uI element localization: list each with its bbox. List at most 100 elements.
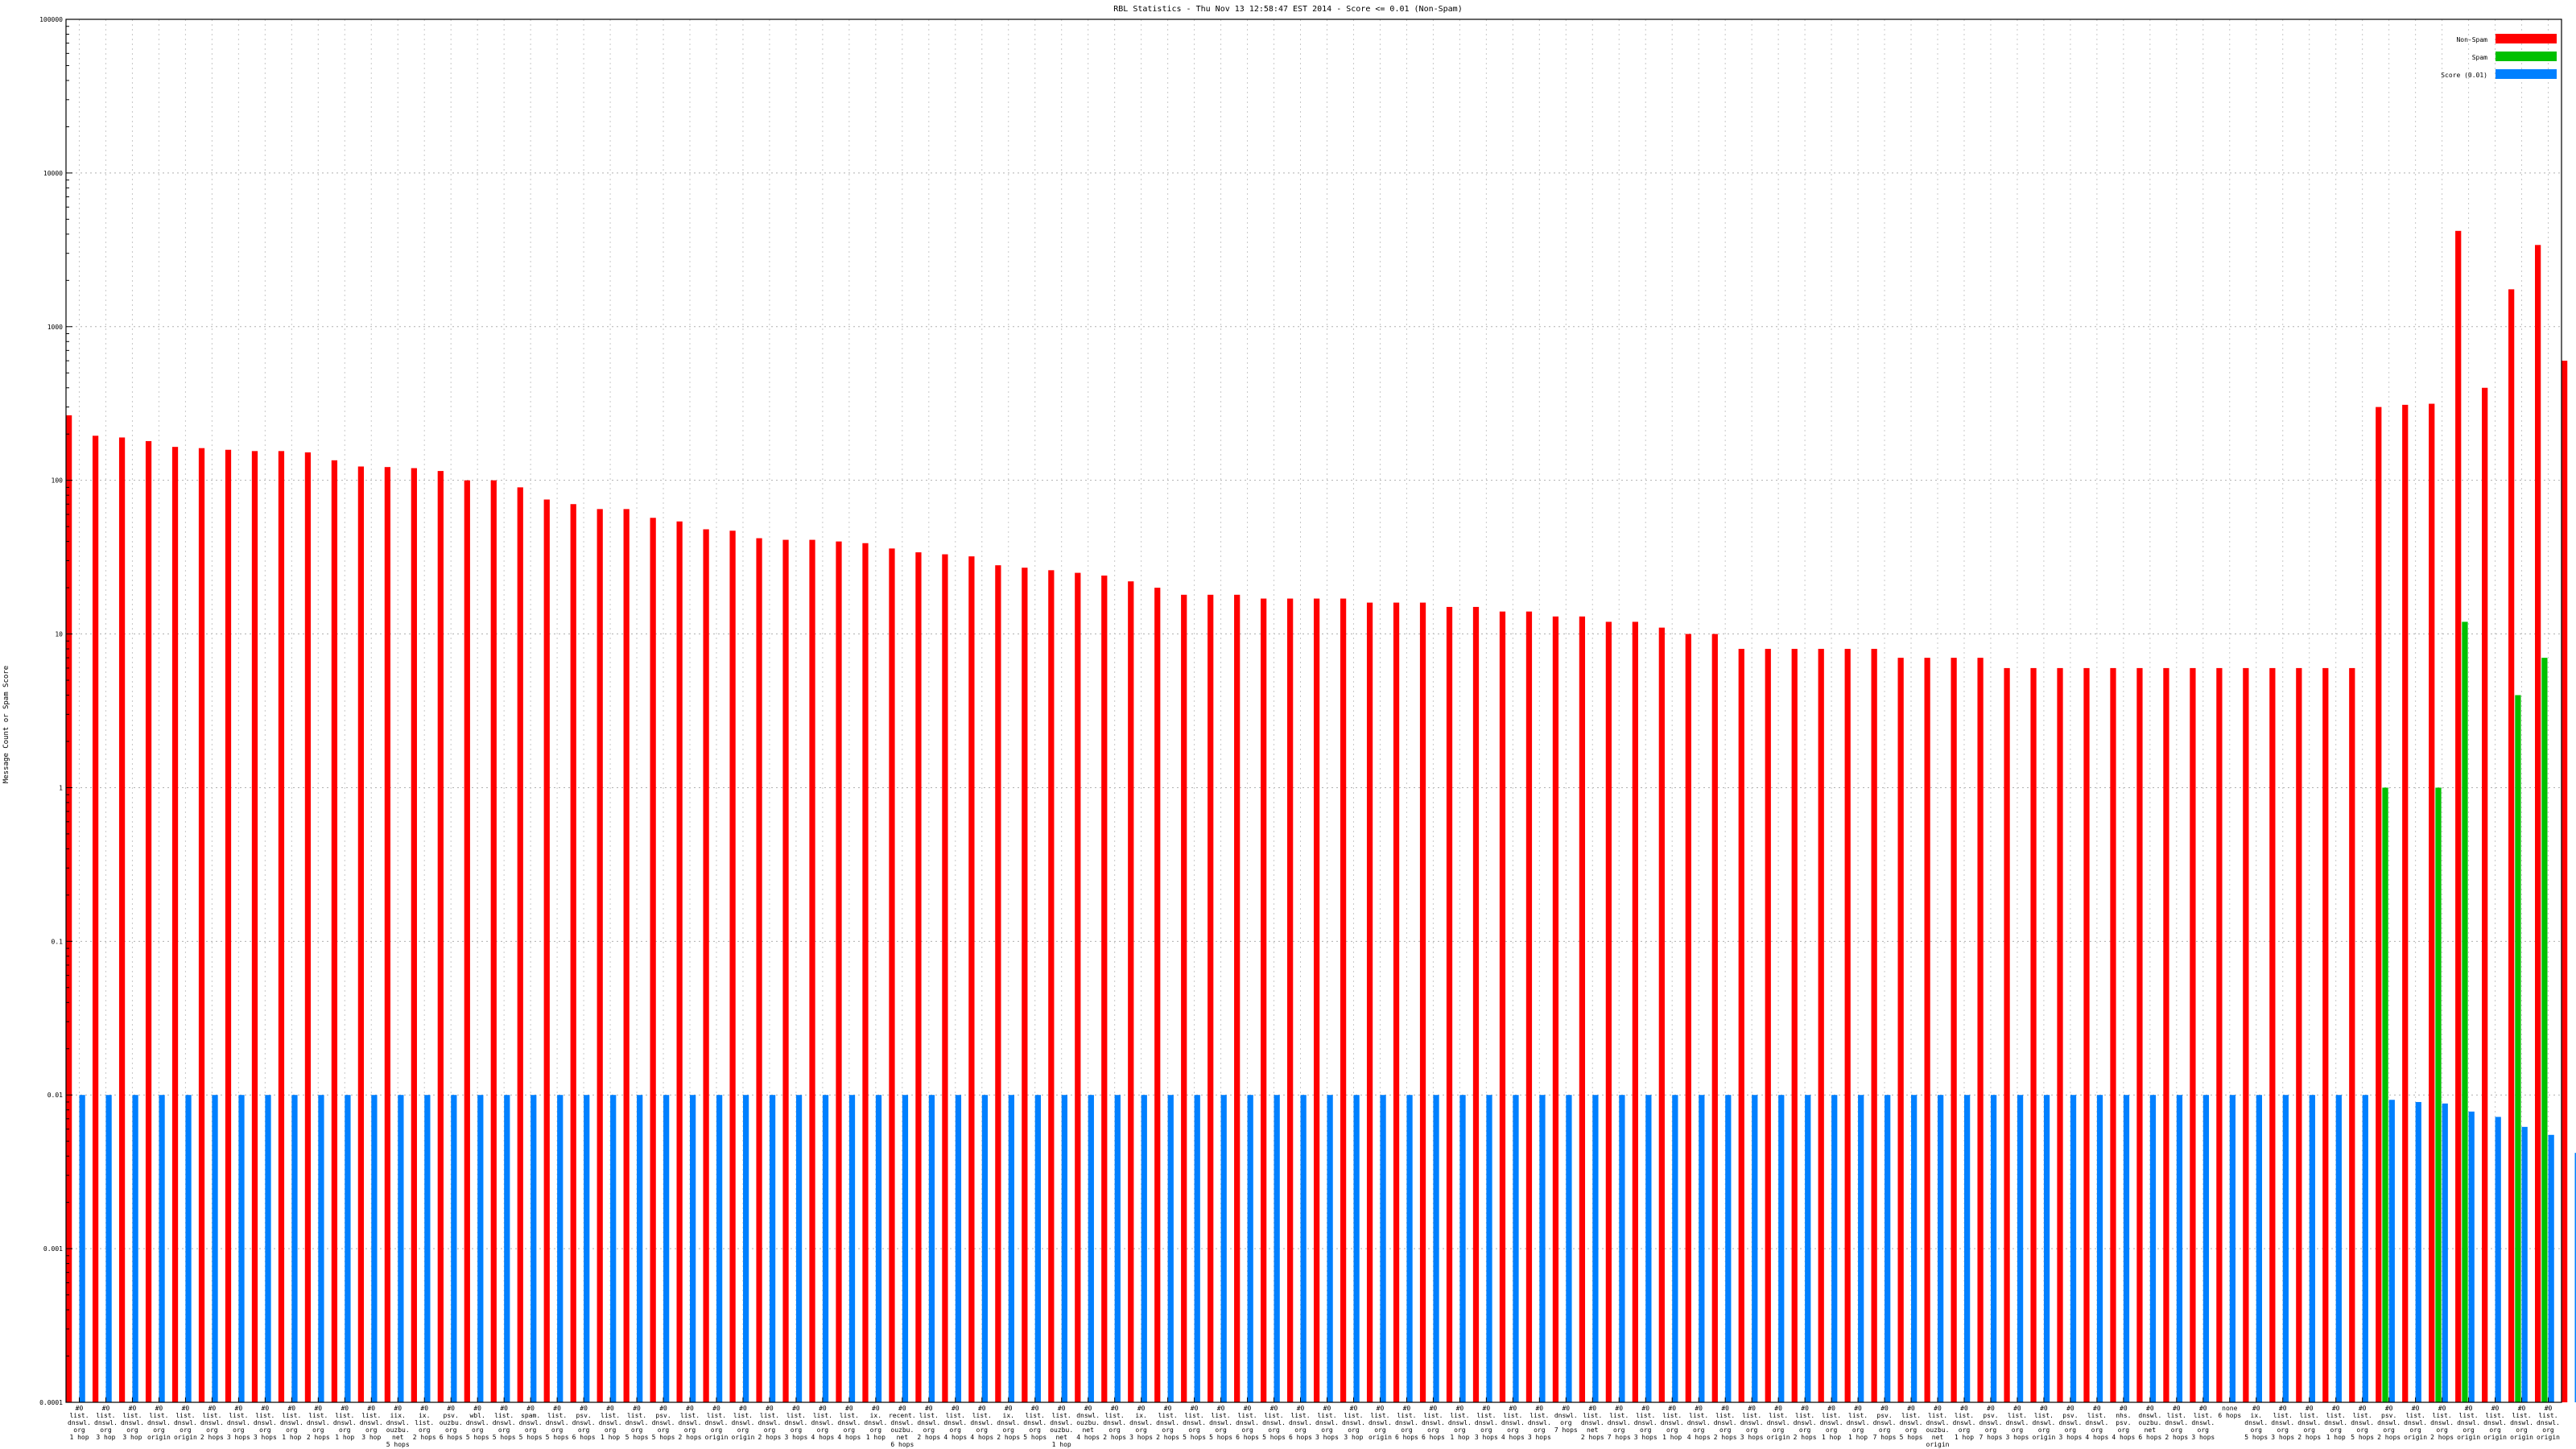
bar-non-spam xyxy=(1393,602,1400,1402)
bar-non-spam xyxy=(915,552,922,1403)
bar-non-spam xyxy=(1844,649,1851,1402)
x-tick-label: #0 list. dnswl. org 1 hop xyxy=(2324,1405,2347,1441)
x-tick-label: #0 list. dnswl. org 2 hops xyxy=(758,1405,781,1441)
x-tick-label: #0 list. dnswl. org 5 hops xyxy=(546,1405,569,1441)
y-tick-label: 10000 xyxy=(43,170,63,177)
bar-non-spam xyxy=(2190,667,2196,1402)
x-tick-label: #0 psv. ouzbu. org 6 hops xyxy=(440,1405,463,1441)
x-tick-label: #0 dnswl. ouzbu. net 4 hops xyxy=(1076,1405,1100,1441)
bar-non-spam xyxy=(490,480,497,1402)
x-tick-label: #0 list. dnswl. org 2 hops xyxy=(679,1405,702,1441)
bar-score xyxy=(690,1095,696,1402)
bar-non-spam xyxy=(650,518,656,1402)
bar-score xyxy=(2442,1103,2448,1402)
x-tick-label: #0 list. dnswl. org 2 hops xyxy=(1156,1405,1179,1441)
bar-score xyxy=(1752,1095,1758,1402)
legend-label: Non-Spam xyxy=(2456,36,2487,43)
bar-non-spam xyxy=(65,415,72,1402)
bar-score xyxy=(477,1095,484,1402)
bar-non-spam xyxy=(1871,649,1877,1402)
x-tick-label: #0 list. dnswl. org origin xyxy=(732,1405,755,1441)
bar-score xyxy=(1114,1095,1121,1402)
bar-non-spam xyxy=(2535,245,2541,1403)
x-tick-label: #0 list. dnswl. ouzbu. net origin xyxy=(1926,1405,1950,1448)
x-tick-label: #0 list. dnswl. org origin xyxy=(2483,1405,2507,1441)
x-tick-label: #0 psv. dnswl. org 7 hops xyxy=(1979,1405,2003,1441)
bar-score xyxy=(584,1095,590,1402)
bar-non-spam xyxy=(357,466,365,1402)
plot-frame xyxy=(65,19,2562,1403)
x-tick-label: #0 list. dnswl. org origin xyxy=(2537,1405,2560,1441)
x-tick-label: #0 list. dnswl. org 3 hops xyxy=(254,1405,277,1441)
bar-score xyxy=(291,1095,298,1402)
bar-score xyxy=(1380,1095,1386,1402)
labels-layer: 0.0001 0.001 0.01 0.1 1 10 100 1000 10000 100000 #… xyxy=(39,16,2560,1448)
bar-score xyxy=(1406,1095,1413,1402)
bar-score xyxy=(557,1095,564,1402)
bar-score xyxy=(451,1095,457,1402)
bar-score xyxy=(822,1095,829,1402)
bar-non-spam xyxy=(2136,667,2143,1402)
bar-non-spam xyxy=(2508,289,2515,1402)
x-tick-label: #0 list. dnswl. org 3 hop xyxy=(360,1405,383,1441)
bar-score xyxy=(2335,1095,2342,1402)
bar-score xyxy=(318,1095,324,1402)
bar-score xyxy=(2176,1095,2183,1402)
bar-score xyxy=(2362,1095,2368,1402)
bar-non-spam xyxy=(384,467,390,1402)
bar-non-spam xyxy=(597,509,603,1403)
x-tick-label: #0 list. dnswl. org 5 hops xyxy=(625,1405,649,1441)
bar-non-spam xyxy=(1075,572,1081,1402)
x-tick-label: none 6 hops xyxy=(2218,1405,2241,1419)
bar-score xyxy=(1990,1095,1997,1402)
x-tick-label: #0 list. dnswl. org 3 hops xyxy=(1634,1405,1657,1441)
x-tick-label: #0 list. dnswl. org 5 hops xyxy=(1023,1405,1046,1441)
bar-non-spam xyxy=(1499,611,1506,1402)
bar-score xyxy=(2017,1095,2024,1402)
bar-score xyxy=(875,1095,882,1402)
bar-score xyxy=(1778,1095,1785,1402)
bar-score xyxy=(610,1095,617,1402)
x-tick-label: #0 list. dnswl. org 2 hops xyxy=(2430,1405,2454,1441)
bar-non-spam xyxy=(729,530,736,1402)
bar-non-spam xyxy=(92,436,99,1403)
x-tick-label: #0 psv. dnswl. org 6 hops xyxy=(572,1405,596,1441)
bar-non-spam xyxy=(2269,667,2276,1402)
x-tick-label: #0 list. dnswl. org 6 hops xyxy=(1236,1405,1259,1441)
x-tick-label: #0 list. dnswl. org 3 hop xyxy=(94,1405,118,1441)
bar-score xyxy=(1088,1095,1094,1402)
bar-non-spam xyxy=(2030,667,2037,1402)
x-tick-label: #0 wbl. dnswl. org 5 hops xyxy=(466,1405,489,1441)
bars-layer xyxy=(65,230,2576,1403)
bar-score xyxy=(1885,1095,1891,1402)
x-tick-label: #0 list. dnswl. org 4 hops xyxy=(1501,1405,1525,1441)
bar-score xyxy=(1194,1095,1200,1402)
bar-score xyxy=(637,1095,643,1402)
x-tick-label: #0 list. dnswl. org origin xyxy=(1368,1405,1392,1441)
bar-non-spam xyxy=(2243,667,2249,1402)
bar-non-spam xyxy=(1579,616,1586,1402)
x-tick-label: #0 list. dnswl. org 6 hops xyxy=(1422,1405,1445,1441)
bar-non-spam xyxy=(1208,594,1214,1402)
bar-non-spam xyxy=(1765,649,1771,1402)
bar-spam xyxy=(2435,787,2442,1402)
bar-score xyxy=(2149,1095,2157,1402)
x-tick-label: #0 list. dnswl. org 5 hops xyxy=(1900,1405,1923,1441)
bar-score xyxy=(902,1095,909,1402)
y-tick-label: 0.001 xyxy=(43,1245,63,1253)
bar-non-spam xyxy=(1951,658,1957,1402)
bar-score xyxy=(345,1095,351,1402)
bar-score xyxy=(530,1095,537,1402)
bar-score xyxy=(2521,1126,2528,1402)
x-tick-label: #0 psv. dnswl. org 3 hops xyxy=(2058,1405,2082,1441)
bar-score xyxy=(1619,1095,1625,1402)
x-tick-label: #0 list. dnswl. org 2 hops xyxy=(2165,1405,2188,1441)
bar-non-spam xyxy=(278,451,285,1402)
bar-non-spam xyxy=(2376,407,2382,1403)
x-tick-label: #0 list. dnswl. org origin xyxy=(2510,1405,2533,1441)
bar-non-spam xyxy=(1711,634,1718,1402)
x-tick-label: #0 list. dnswl. org 3 hop xyxy=(1342,1405,1365,1441)
x-tick-label: #0 recent. dnswl. ouzbu. net 6 hops xyxy=(889,1405,916,1448)
bar-score xyxy=(981,1095,989,1402)
bar-non-spam xyxy=(1818,649,1824,1402)
